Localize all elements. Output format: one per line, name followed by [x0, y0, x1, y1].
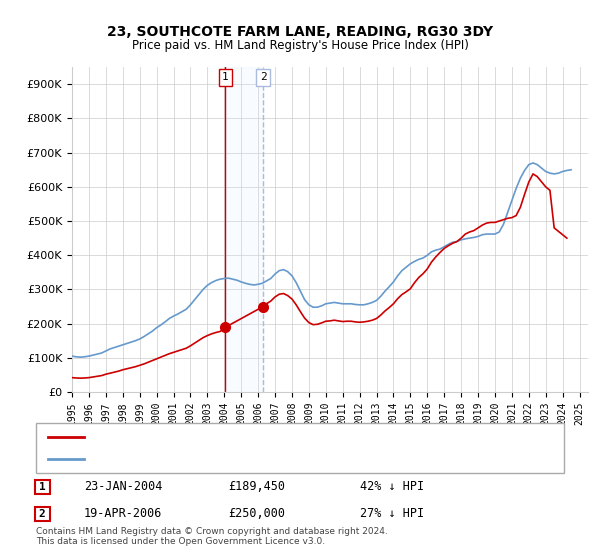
Text: HPI: Average price, detached house, Reading: HPI: Average price, detached house, Read… [93, 454, 328, 464]
Text: 2: 2 [260, 72, 266, 82]
Text: 23, SOUTHCOTE FARM LANE, READING, RG30 3DY: 23, SOUTHCOTE FARM LANE, READING, RG30 3… [107, 25, 493, 39]
Text: 1: 1 [38, 482, 46, 492]
Text: 19-APR-2006: 19-APR-2006 [84, 507, 163, 520]
Text: 23, SOUTHCOTE FARM LANE, READING, RG30 3DY (detached house): 23, SOUTHCOTE FARM LANE, READING, RG30 3… [93, 432, 447, 442]
Bar [226, 67, 263, 392]
Text: 2: 2 [38, 508, 46, 519]
Text: 23-JAN-2004: 23-JAN-2004 [84, 480, 163, 493]
Text: 1: 1 [222, 72, 229, 82]
Text: Contains HM Land Registry data © Crown copyright and database right 2024.
This d: Contains HM Land Registry data © Crown c… [36, 526, 388, 546]
Text: £250,000: £250,000 [228, 507, 285, 520]
Text: 27% ↓ HPI: 27% ↓ HPI [360, 507, 424, 520]
Text: Price paid vs. HM Land Registry's House Price Index (HPI): Price paid vs. HM Land Registry's House … [131, 39, 469, 52]
Text: £189,450: £189,450 [228, 480, 285, 493]
Text: 42% ↓ HPI: 42% ↓ HPI [360, 480, 424, 493]
